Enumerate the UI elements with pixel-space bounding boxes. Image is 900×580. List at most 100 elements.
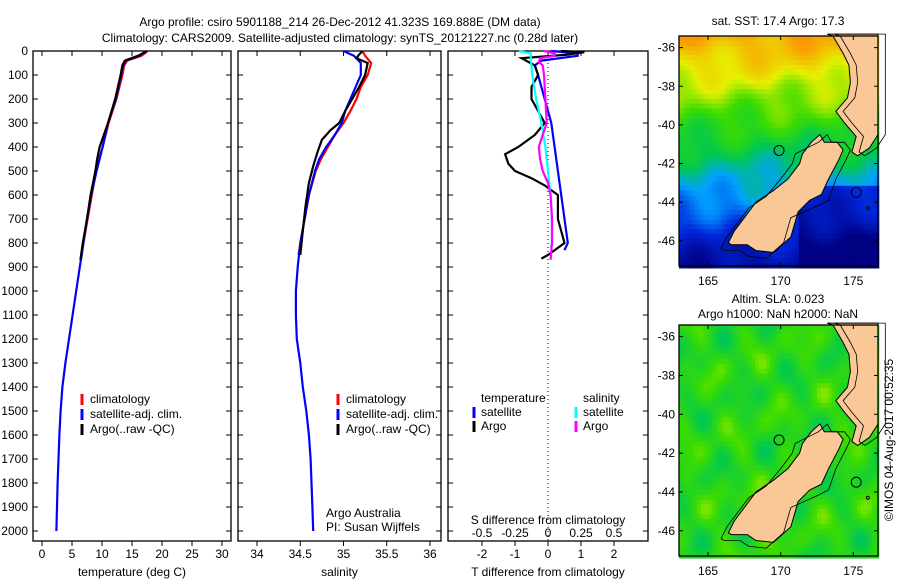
field-cell — [718, 40, 724, 47]
field-cell — [722, 441, 727, 447]
field-cell — [693, 344, 698, 350]
field-cell — [802, 388, 807, 394]
field-cell — [686, 349, 691, 355]
field-cell — [755, 344, 760, 350]
field-cell — [737, 176, 742, 182]
field-cell — [769, 363, 774, 370]
field-cell — [697, 480, 702, 486]
field-cell — [791, 329, 796, 336]
field-cell — [693, 485, 698, 491]
field-cell — [737, 147, 742, 153]
field-cell — [740, 176, 745, 182]
field-cell — [689, 354, 695, 360]
field-cell — [718, 118, 724, 124]
field-cell — [784, 142, 789, 148]
field-cell — [740, 460, 745, 467]
field-cell — [689, 359, 695, 365]
field-cell — [864, 229, 869, 235]
field-cell — [693, 113, 698, 119]
field-cell — [744, 45, 749, 52]
field-cell — [769, 451, 774, 457]
field-cell — [715, 407, 720, 413]
field-cell — [693, 209, 698, 216]
field-cell — [809, 422, 814, 428]
field-cell — [755, 339, 760, 346]
field-cell — [686, 142, 691, 148]
field-cell — [744, 127, 749, 134]
field-cell — [827, 132, 833, 138]
field-cell — [827, 397, 833, 404]
field-cell — [700, 176, 705, 182]
field-cell — [762, 548, 767, 554]
field-cell — [708, 258, 713, 264]
field-cell — [762, 359, 767, 365]
field-cell — [817, 519, 822, 525]
field-cell — [748, 94, 753, 100]
field-cell — [780, 329, 785, 336]
field-cell — [722, 494, 727, 501]
field-cell — [827, 368, 833, 375]
field-cell — [704, 538, 709, 544]
field-cell — [755, 50, 760, 56]
field-cell — [766, 60, 771, 66]
field-cell — [838, 234, 843, 240]
field-cell — [824, 190, 829, 196]
field-cell — [679, 475, 684, 481]
field-cell — [729, 334, 734, 341]
field-cell — [740, 127, 745, 134]
field-cell — [682, 65, 687, 71]
field-cell — [737, 548, 742, 554]
field-cell — [813, 373, 818, 379]
field-cell — [795, 422, 800, 428]
field-cell — [806, 74, 811, 81]
field-cell — [806, 118, 811, 124]
field-cell — [875, 248, 880, 254]
field-cell — [740, 397, 745, 404]
field-cell — [726, 431, 731, 438]
field-cell — [809, 234, 814, 240]
field-cell — [780, 451, 785, 457]
field-cell — [708, 40, 713, 47]
field-cell — [831, 50, 836, 56]
field-cell — [704, 392, 709, 399]
lat-tick-label: -42 — [658, 157, 676, 171]
field-cell — [704, 190, 709, 196]
field-cell — [860, 200, 865, 206]
field-cell — [744, 258, 749, 264]
field-cell — [722, 451, 727, 457]
field-cell — [708, 354, 713, 360]
field-cell — [748, 441, 753, 447]
field-cell — [700, 171, 705, 177]
field-cell — [795, 514, 800, 520]
field-cell — [740, 79, 745, 85]
field-cell — [737, 368, 742, 375]
field-cell — [715, 543, 720, 549]
field-cell — [842, 253, 847, 259]
field-cell — [795, 436, 800, 443]
field-cell — [817, 349, 822, 355]
field-cell — [722, 392, 727, 399]
legend-title: temperature — [481, 391, 546, 405]
field-cell — [708, 200, 713, 206]
field-cell — [697, 368, 702, 375]
field-cell — [744, 402, 749, 409]
field-cell — [715, 205, 720, 211]
field-cell — [835, 113, 840, 119]
field-cell — [715, 499, 720, 506]
field-cell — [817, 514, 822, 520]
field-cell — [777, 465, 782, 472]
field-cell — [718, 132, 724, 138]
field-cell — [769, 132, 774, 138]
field-cell — [704, 50, 709, 56]
field-cell — [835, 65, 840, 71]
field-cell — [744, 132, 749, 138]
field-cell — [744, 538, 749, 544]
field-cell — [693, 524, 698, 530]
field-cell — [744, 465, 749, 472]
field-cell — [726, 147, 731, 153]
field-cell — [693, 456, 698, 462]
field-cell — [733, 118, 738, 124]
field-cell — [809, 200, 814, 206]
field-cell — [827, 490, 833, 496]
field-cell — [711, 45, 716, 52]
